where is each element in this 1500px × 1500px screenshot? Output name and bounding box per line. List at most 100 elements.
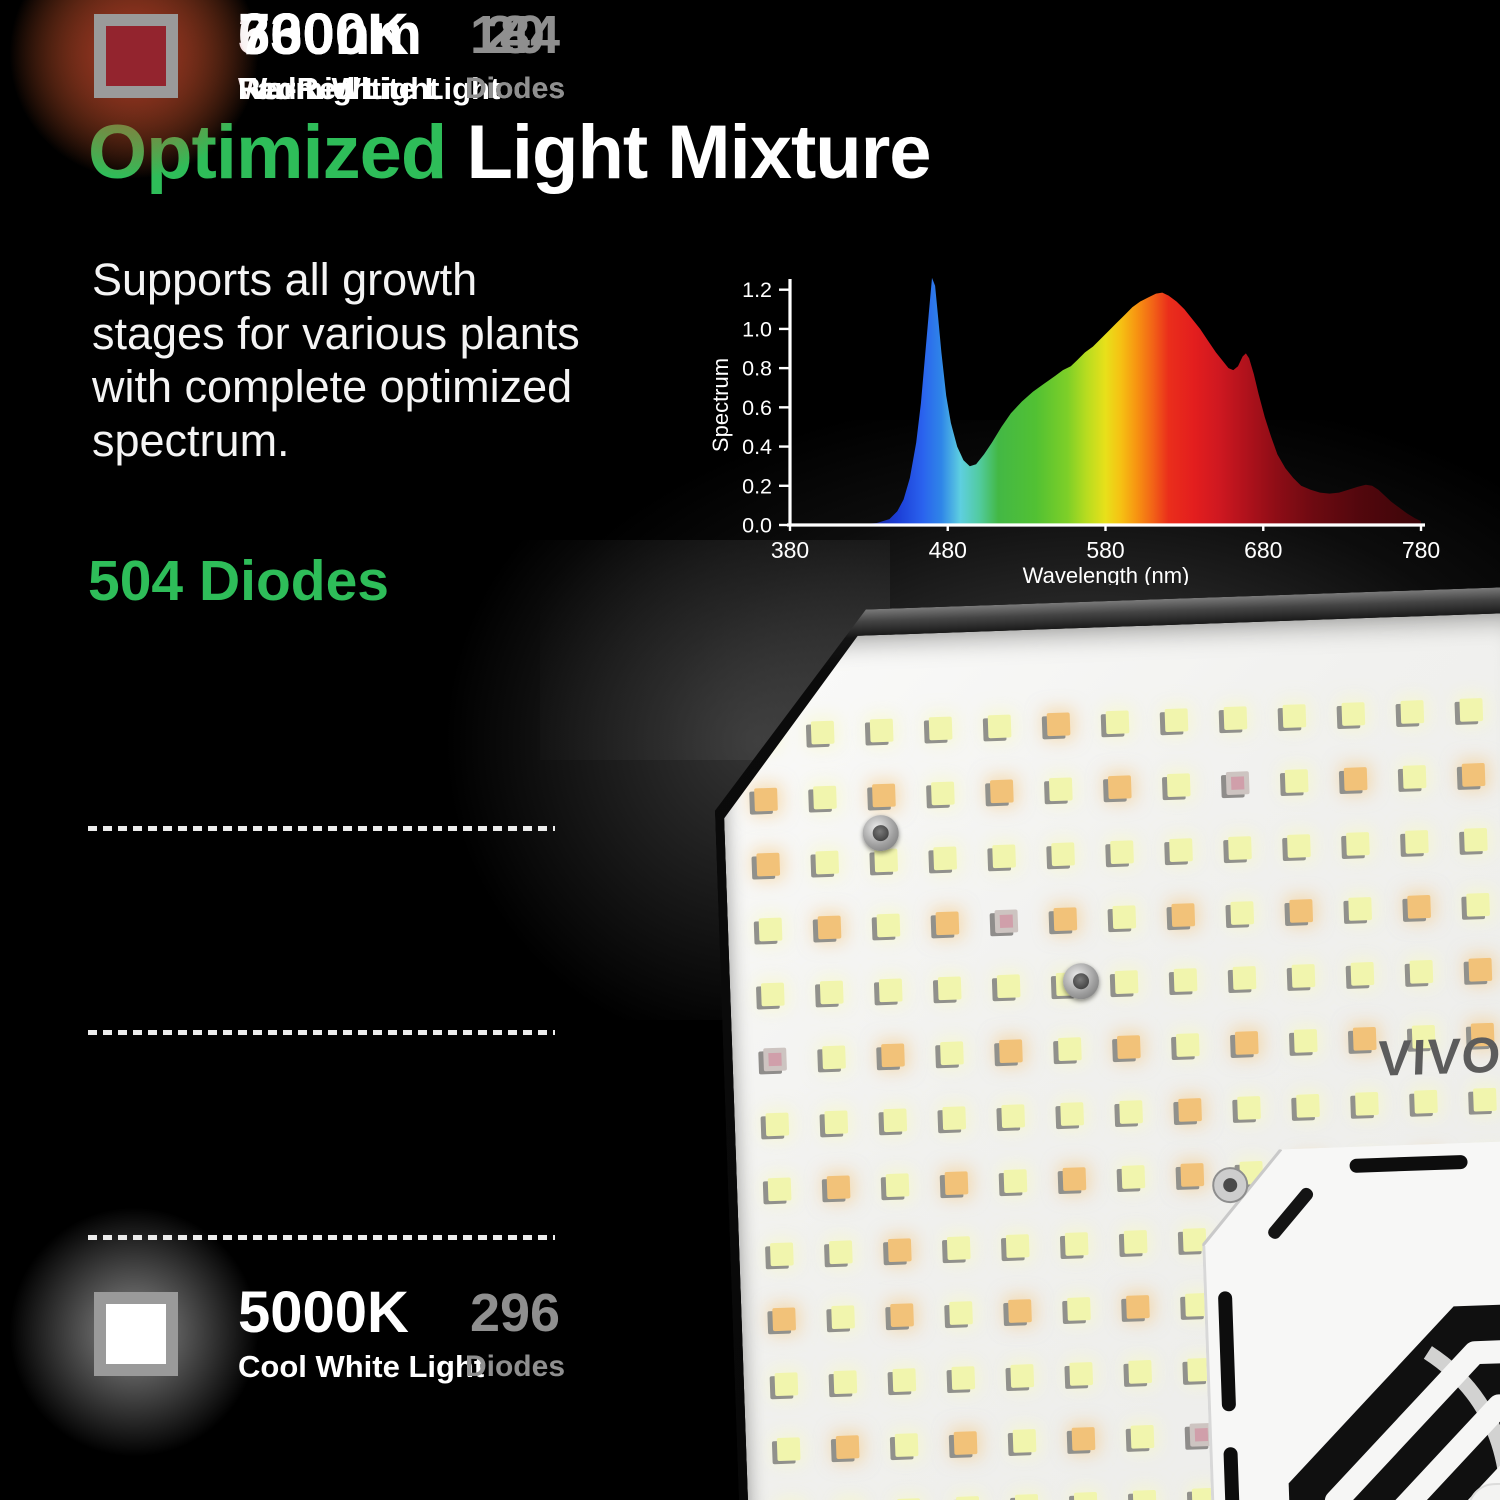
led-diode-cool: [877, 913, 901, 937]
spectrum-area: [790, 277, 1421, 525]
swatch-color: [106, 1304, 166, 1364]
led-diode-cool: [892, 1368, 916, 1392]
led-diode-cool: [752, 723, 776, 747]
diode-subtitle: Far-Red Light: [238, 71, 440, 106]
led-diode-warm: [1353, 1027, 1377, 1051]
x-tick-label: 680: [1244, 537, 1282, 563]
led-diode-cool: [1351, 962, 1375, 986]
led-diode-cool: [883, 1108, 907, 1132]
led-diode-cool: [1013, 1429, 1037, 1453]
led-diode-warm: [1468, 958, 1492, 982]
diode-count: 296: [469, 1283, 561, 1343]
led-diode-cool: [1112, 905, 1136, 929]
led-diode-cool: [1237, 1096, 1261, 1120]
led-diode-warm: [1072, 1427, 1096, 1451]
led-diode-cool: [1282, 704, 1306, 728]
led-diode-cool: [1230, 901, 1254, 925]
led-diode-cool: [1119, 1100, 1143, 1124]
led-diode-warm: [818, 916, 842, 940]
swatch-color: [106, 26, 166, 86]
diode-name: 5000K: [238, 1280, 409, 1345]
led-diode-warm: [1108, 775, 1132, 799]
led-diode-cool: [765, 1112, 789, 1136]
led-diode-cool: [1414, 1090, 1438, 1114]
intro-text: Supports all growth stages for various p…: [92, 254, 580, 466]
led-diode-cool: [949, 1301, 973, 1325]
led-diode-cool: [1121, 1165, 1145, 1189]
cool-white-swatch-icon: [94, 1292, 178, 1376]
led-diode-cool: [931, 782, 955, 806]
y-tick-label: 0.8: [742, 357, 772, 381]
led-diode-cool: [1174, 968, 1198, 992]
led-diode-cool: [831, 1305, 855, 1329]
led-diode-warm: [945, 1171, 969, 1195]
dashed-divider: [88, 1235, 555, 1240]
led-diode-cool: [1346, 832, 1370, 856]
led-diode-cool: [942, 1106, 966, 1130]
screw-icon: [862, 814, 899, 851]
x-tick-label: 580: [1086, 537, 1124, 563]
led-diode-cool: [822, 1045, 846, 1069]
led-diode-cool: [770, 1242, 794, 1266]
led-diode-warm: [836, 1435, 860, 1459]
led-diode-warm: [1126, 1295, 1150, 1319]
diode-count: 184: [469, 5, 561, 65]
x-tick-label: 780: [1402, 537, 1440, 563]
led-diode-red: [763, 1048, 787, 1072]
led-diode-cool: [1165, 708, 1189, 732]
led-diode-cool: [1341, 702, 1365, 726]
led-diode-cool: [759, 918, 783, 942]
diode-grid: [718, 613, 1500, 641]
led-diode-cool: [1464, 828, 1488, 852]
led-diode-cool: [829, 1240, 853, 1264]
x-tick-label: 480: [929, 537, 967, 563]
led-diode-warm: [990, 779, 1014, 803]
led-diode-cool: [933, 846, 957, 870]
led-diode-warm: [890, 1303, 914, 1327]
led-diode-cool: [1403, 765, 1427, 789]
led-diode-cool: [824, 1110, 848, 1134]
led-diode-cool: [938, 976, 962, 1000]
far-red-swatch-icon: [94, 14, 178, 98]
led-diode-cool: [1400, 700, 1424, 724]
screw-center: [1223, 1178, 1237, 1192]
diode-subtitle: Cool White Light: [238, 1349, 485, 1384]
diode-count-unit: Diodes: [464, 1350, 566, 1383]
led-diode-cool: [1459, 698, 1483, 722]
led-diode-cool: [879, 978, 903, 1002]
led-diode-warm: [1462, 763, 1486, 787]
led-diode-cool: [1067, 1297, 1091, 1321]
spectrum-chart: 0.0 0.2 0.4 0.6 0.8 1.0 1.2 380 480 580 680 780 Spec…: [708, 277, 1440, 585]
diode-count-unit: Diodes: [464, 72, 566, 105]
led-diode-cool: [1006, 1234, 1030, 1258]
led-diode-cool: [761, 983, 785, 1007]
led-diode-cool: [1074, 1492, 1098, 1500]
led-diode-cool: [1110, 840, 1134, 864]
led-diode-cool: [988, 714, 1012, 738]
led-diode-cool: [1296, 1094, 1320, 1118]
led-diode-cool: [1224, 706, 1248, 730]
led-diode-cool: [777, 1437, 801, 1461]
led-diode-cool: [1409, 960, 1433, 984]
led-diode-cool: [992, 844, 1016, 868]
led-diode-warm: [881, 1043, 905, 1067]
diode-name: 730nm: [238, 2, 422, 67]
diode-item-5000k: 5000K Cool White Light 296 Diodes: [0, 1190, 618, 1474]
led-diode-cool: [1294, 1029, 1318, 1053]
led-diode-cool: [833, 1370, 857, 1394]
led-diode-warm: [872, 784, 896, 808]
diode-count-unit: Diodes: [464, 72, 566, 105]
led-diode-cool: [1287, 834, 1311, 858]
vent-slot: [1218, 1291, 1236, 1411]
led-diode-cool: [1015, 1494, 1039, 1500]
led-diode-cool: [1405, 830, 1429, 854]
led-diode-cool: [1069, 1362, 1093, 1386]
led-diode-warm: [1053, 907, 1077, 931]
led-diode-red: [994, 909, 1018, 933]
led-diode-cool: [1285, 769, 1309, 793]
led-diode-cool: [1058, 1037, 1082, 1061]
led-diode-cool: [1292, 964, 1316, 988]
led-board: VIVOSUN: [708, 587, 1500, 1500]
led-diode-warm: [772, 1307, 796, 1331]
